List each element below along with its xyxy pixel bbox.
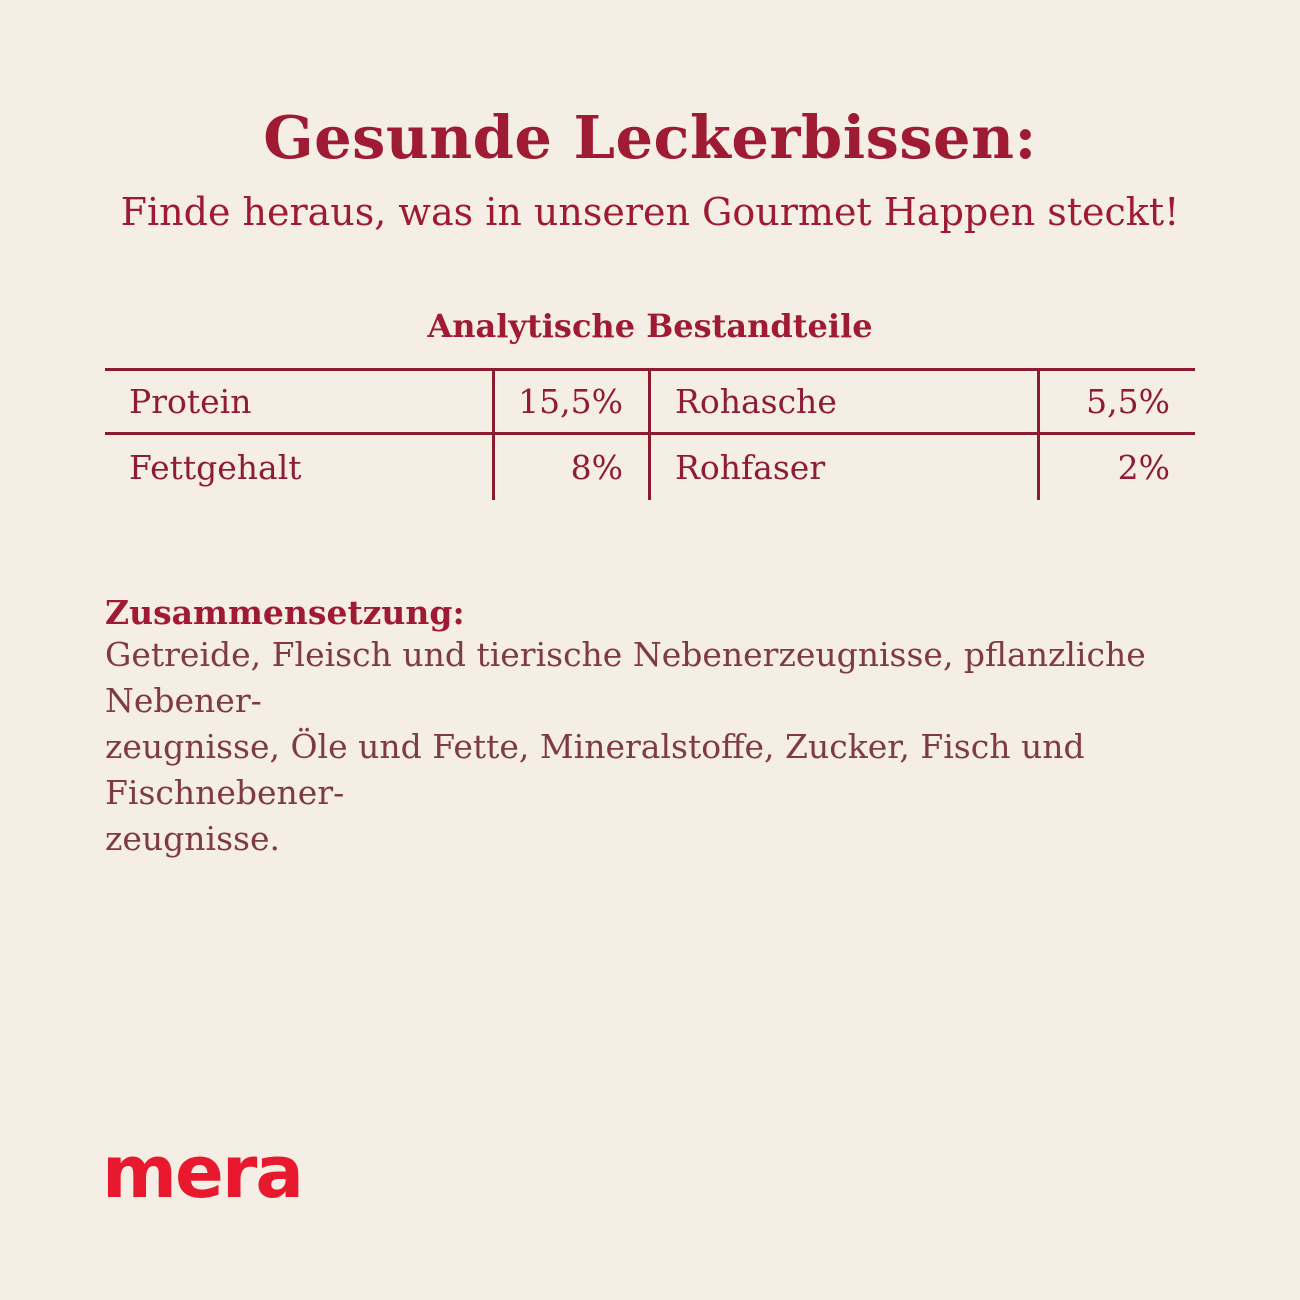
page-title: Gesunde Leckerbissen: xyxy=(263,103,1037,172)
brand-logo: mera xyxy=(102,1130,304,1214)
cell-rohfaser-label: Rohfaser xyxy=(651,435,1040,500)
cell-rohfaser-value: 2% xyxy=(1117,448,1170,487)
analysis-table: Protein 15,5% Rohasche 5,5% Fettgehalt 8… xyxy=(105,368,1195,500)
composition-line-2: zeugnisse, Öle und Fette, Mineralstoffe,… xyxy=(105,727,1085,812)
cell-protein-value: 15,5% xyxy=(495,371,651,435)
cell-fettgehalt-value: 8% xyxy=(495,435,651,500)
cell-fettgehalt-label: Fettgehalt xyxy=(105,435,495,500)
cell-protein-label: Protein xyxy=(105,371,495,435)
page-subtitle: Finde heraus, was in unseren Gourmet Hap… xyxy=(120,190,1180,234)
composition-line-3: zeugnisse. xyxy=(105,819,280,858)
composition-text: Getreide, Fleisch und tierische Nebenerz… xyxy=(105,632,1215,862)
analysis-table-title: Analytische Bestandteile xyxy=(427,307,873,345)
composition-section: Zusammensetzung: Getreide, Fleisch und t… xyxy=(105,596,1215,862)
cell-rohasche-value: 5,5% xyxy=(1040,371,1195,435)
composition-line-1: Getreide, Fleisch und tierische Nebenerz… xyxy=(105,635,1146,720)
cell-rohasche-label: Rohasche xyxy=(651,371,1040,435)
composition-heading: Zusammensetzung: xyxy=(105,593,465,632)
